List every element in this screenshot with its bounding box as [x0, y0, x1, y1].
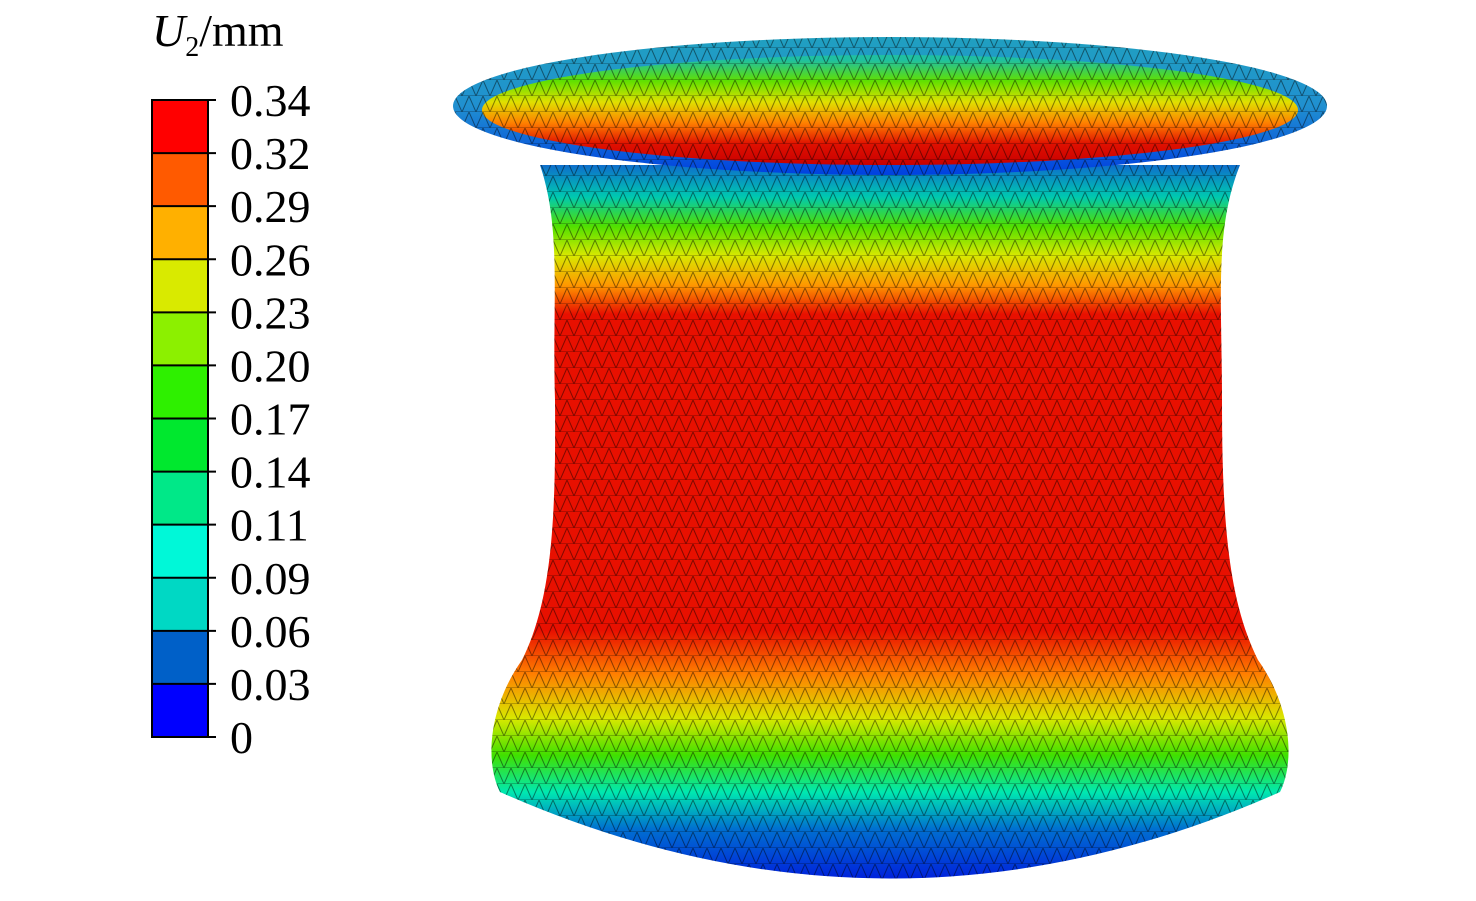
- legend-tick-label: 0.34: [230, 75, 311, 126]
- legend-color-band: [152, 100, 208, 154]
- mesh-overlay: [491, 165, 1289, 879]
- legend-tick-label: 0.20: [230, 340, 311, 391]
- legend-color-band: [152, 683, 208, 737]
- legend-tick-label: 0.17: [230, 394, 311, 445]
- legend-tick-label: 0.03: [230, 659, 311, 710]
- legend-tick-label: 0.11: [230, 500, 309, 551]
- legend-tick-label: 0: [230, 712, 253, 763]
- inner-wall-mesh: [482, 55, 1298, 165]
- cylinder-model: [453, 37, 1327, 879]
- legend-color-band: [152, 524, 208, 578]
- legend-color-band: [152, 312, 208, 366]
- legend-color-band: [152, 630, 208, 684]
- title-unit: /mm: [199, 5, 284, 56]
- legend-color-band: [152, 206, 208, 260]
- legend-tick-label: 0.23: [230, 287, 311, 338]
- legend-color-band: [152, 577, 208, 631]
- legend-tick-label: 0.14: [230, 447, 311, 498]
- color-legend: U2/mm 0.340.320.290.260.230.200.170.140.…: [151, 5, 311, 763]
- title-variable: U: [152, 5, 188, 56]
- legend-color-band: [152, 153, 208, 207]
- legend-tick-label: 0.29: [230, 181, 311, 232]
- legend-tick-label: 0.09: [230, 553, 311, 604]
- legend-tick-label: 0.26: [230, 234, 311, 285]
- legend-tick-label: 0.06: [230, 606, 311, 657]
- legend-tick-label: 0.32: [230, 128, 311, 179]
- legend-title: U2/mm: [152, 5, 284, 63]
- legend-color-band: [152, 471, 208, 525]
- legend-color-band: [152, 418, 208, 472]
- title-subscript: 2: [185, 32, 199, 63]
- legend-color-band: [152, 259, 208, 313]
- legend-color-band: [152, 365, 208, 419]
